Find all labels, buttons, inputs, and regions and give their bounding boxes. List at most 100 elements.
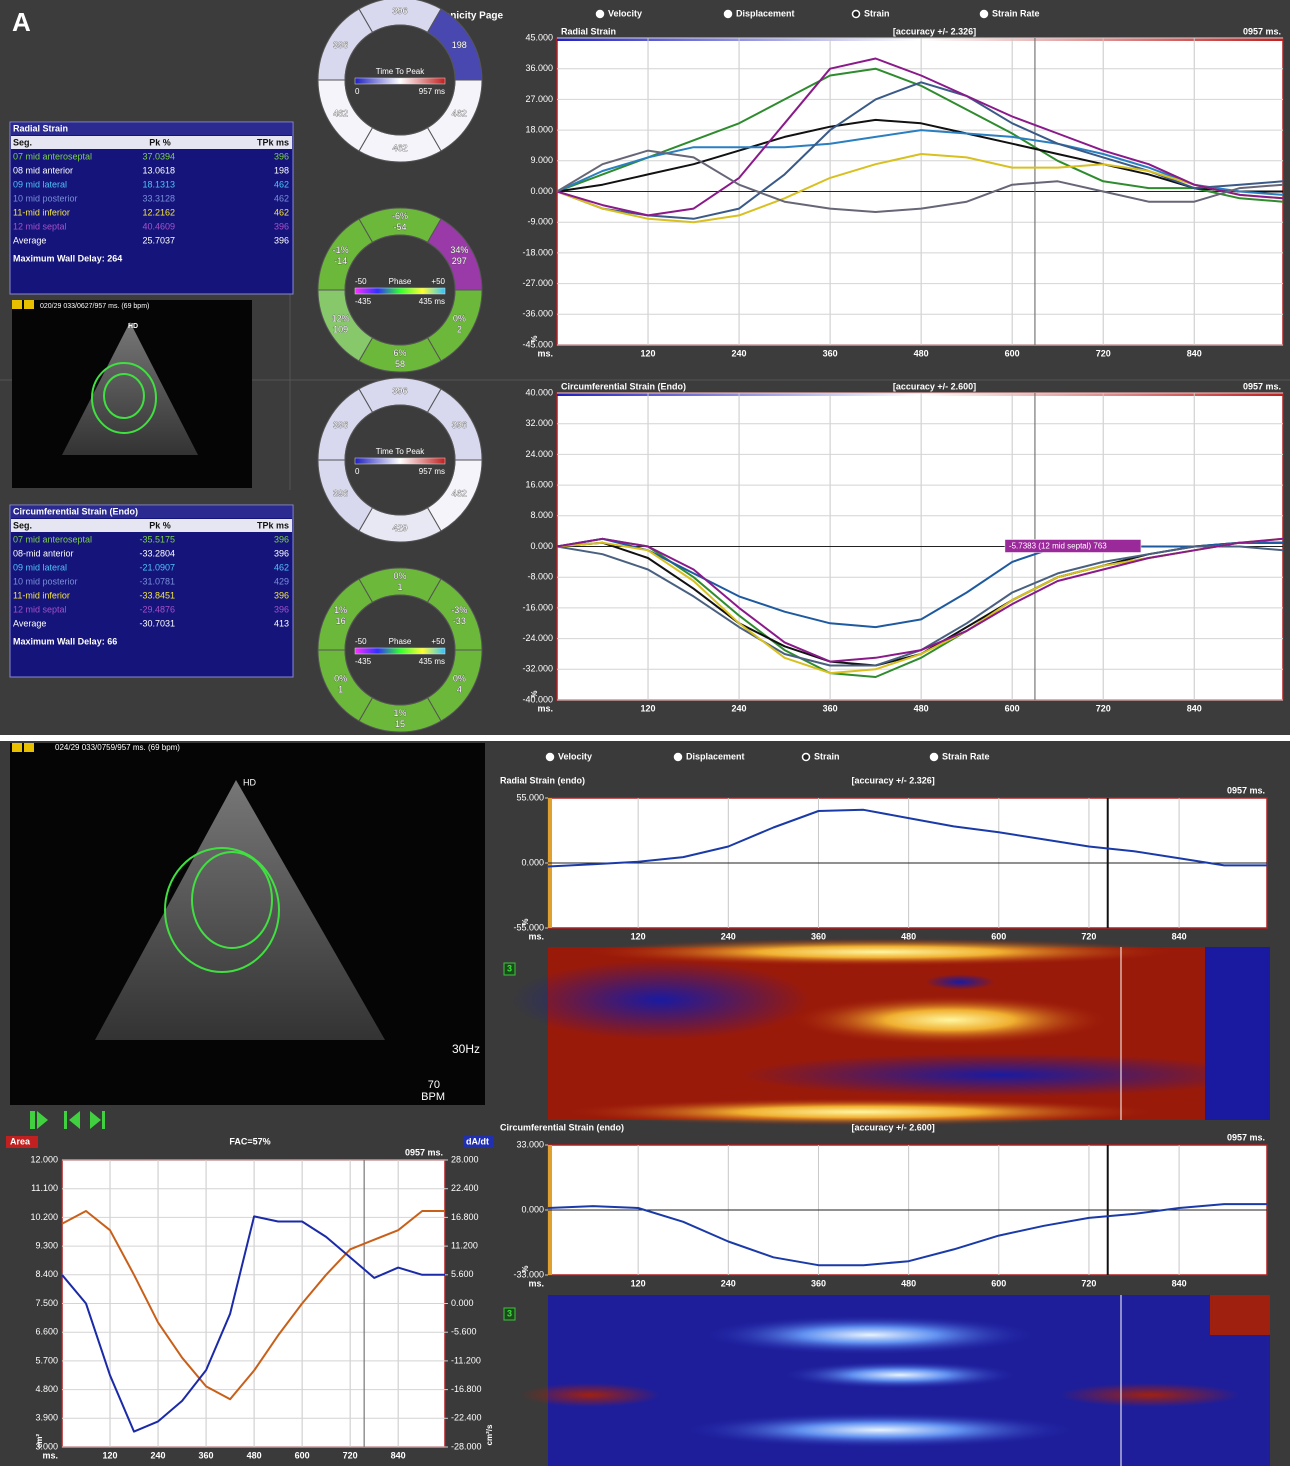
table-cell: -29.4876 xyxy=(139,604,175,614)
table-cell: 462 xyxy=(274,193,289,203)
time-label: 0957 ms. xyxy=(1243,381,1281,391)
time-label: 0957 ms. xyxy=(1243,26,1281,36)
y-tick-label: 0.000 xyxy=(521,1204,544,1214)
chart-subtitle: [accuracy +/- 2.326] xyxy=(893,26,976,36)
ring-segment-label: -3% xyxy=(451,605,467,615)
radio-label[interactable]: Strain xyxy=(864,8,890,18)
ring-segment-sublabel: -33 xyxy=(453,616,466,626)
y-tick-label: -36.000 xyxy=(522,309,553,319)
y-tick-label: 7.500 xyxy=(35,1298,58,1308)
ring-segment-label: 6% xyxy=(393,348,406,358)
y-tick-label: 10.200 xyxy=(30,1212,58,1222)
time-label: 0957 ms. xyxy=(1227,1132,1265,1142)
table-cell: 396 xyxy=(274,534,289,544)
x-tick-label: 360 xyxy=(199,1450,214,1460)
table-cell: 11-mid inferior xyxy=(13,207,70,217)
table-header: Pk % xyxy=(149,137,171,147)
x-tick-label: 480 xyxy=(901,1278,916,1288)
y-tick-label: 0.000 xyxy=(521,857,544,867)
radio-label[interactable]: Strain Rate xyxy=(992,8,1040,18)
radio-label[interactable]: Strain xyxy=(814,751,840,761)
echo-text: HD xyxy=(128,323,138,330)
x-unit: ms. xyxy=(537,348,553,358)
y-tick-label: 12.000 xyxy=(30,1154,58,1164)
table-title: Radial Strain xyxy=(13,123,68,133)
x-tick-label: 120 xyxy=(631,931,646,941)
radio-button[interactable] xyxy=(675,754,682,761)
y2-tick-label: 22.400 xyxy=(451,1183,479,1193)
colorbar xyxy=(355,78,445,84)
echo-text: BPM xyxy=(421,1091,445,1103)
x-tick-label: 840 xyxy=(1172,1278,1187,1288)
table-cell: 396 xyxy=(274,221,289,231)
radio-label[interactable]: Strain Rate xyxy=(942,751,990,761)
x-tick-label: 360 xyxy=(823,703,838,713)
ring-segment-sublabel: 109 xyxy=(333,325,348,335)
ring-scale: -435 xyxy=(355,297,372,306)
screen: A Segmental Synchronicity Page B 020/29 … xyxy=(0,0,1290,1466)
x-tick-label: 720 xyxy=(1081,1278,1096,1288)
y-tick-label: 8.000 xyxy=(530,510,553,520)
x-tick-label: 720 xyxy=(1081,931,1096,941)
table-cell: 396 xyxy=(274,235,289,245)
y-tick-label: -32.000 xyxy=(522,664,553,674)
x-tick-label: 600 xyxy=(1005,348,1020,358)
table-cell: 413 xyxy=(274,618,289,628)
table-cell: -21.0907 xyxy=(139,562,175,572)
ring-segment-label: 396 xyxy=(333,489,348,499)
radio-button[interactable] xyxy=(803,754,810,761)
y-tick-label: -27.000 xyxy=(522,278,553,288)
table-cell: 396 xyxy=(274,590,289,600)
table-cell: 12.2162 xyxy=(142,207,175,217)
x-unit: ms. xyxy=(42,1450,58,1460)
x-tick-label: 240 xyxy=(732,703,747,713)
radio-label[interactable]: Displacement xyxy=(736,8,795,18)
radio-button[interactable] xyxy=(981,11,988,18)
x-tick-label: 720 xyxy=(1096,703,1111,713)
ring-segment-label: -1% xyxy=(333,245,349,255)
table-footer: Maximum Wall Delay: 66 xyxy=(13,636,117,646)
y-unit: cm² xyxy=(35,1434,44,1449)
ring-segment-label: 462 xyxy=(333,109,348,119)
ring-scale: 435 ms xyxy=(419,297,445,306)
radio-label[interactable]: Velocity xyxy=(608,8,642,18)
ring-segment-sublabel: 2 xyxy=(457,325,462,335)
ring-scale: +50 xyxy=(431,277,445,286)
y-tick-label: 32.000 xyxy=(525,418,553,428)
x-tick-label: 600 xyxy=(991,931,1006,941)
table-cell: 198 xyxy=(274,165,289,175)
ring-segment-sublabel: 297 xyxy=(452,256,467,266)
radio-button[interactable] xyxy=(931,754,938,761)
colorbar xyxy=(355,458,445,464)
table-cell: 09 mid lateral xyxy=(13,562,67,572)
table-cell: 462 xyxy=(274,179,289,189)
ring-segment-label: 429 xyxy=(392,523,407,533)
x-tick-label: 240 xyxy=(721,1278,736,1288)
ring-scale: 957 ms xyxy=(419,467,445,476)
radio-label[interactable]: Displacement xyxy=(686,751,745,761)
ring-segment-label: 396 xyxy=(333,420,348,430)
ring-segment-label: 1% xyxy=(393,708,406,718)
ring-title: Phase xyxy=(389,277,412,286)
x-tick-label: 480 xyxy=(914,703,929,713)
ring-scale: +50 xyxy=(431,637,445,646)
radio-button[interactable] xyxy=(547,754,554,761)
radio-button[interactable] xyxy=(853,11,860,18)
x-tick-label: 360 xyxy=(811,931,826,941)
table-cell: 10 mid posterior xyxy=(13,576,78,586)
radio-button[interactable] xyxy=(597,11,604,18)
colorbar xyxy=(355,648,445,654)
table-cell: -33.8451 xyxy=(139,590,175,600)
table-cell: -31.0781 xyxy=(139,576,175,586)
y-unit: % xyxy=(530,690,539,697)
echo-text: HD xyxy=(243,777,256,787)
y2-unit: cm²/s xyxy=(485,1424,494,1445)
table-cell: -33.2804 xyxy=(139,548,175,558)
table-cell: 10 mid posterior xyxy=(13,193,78,203)
y-tick-label: 36.000 xyxy=(525,63,553,73)
radio-label[interactable]: Velocity xyxy=(558,751,592,761)
radio-button[interactable] xyxy=(725,11,732,18)
table-header: Seg. xyxy=(13,137,32,147)
table-cell: 462 xyxy=(274,207,289,217)
echo-text: 30Hz xyxy=(452,1042,480,1056)
